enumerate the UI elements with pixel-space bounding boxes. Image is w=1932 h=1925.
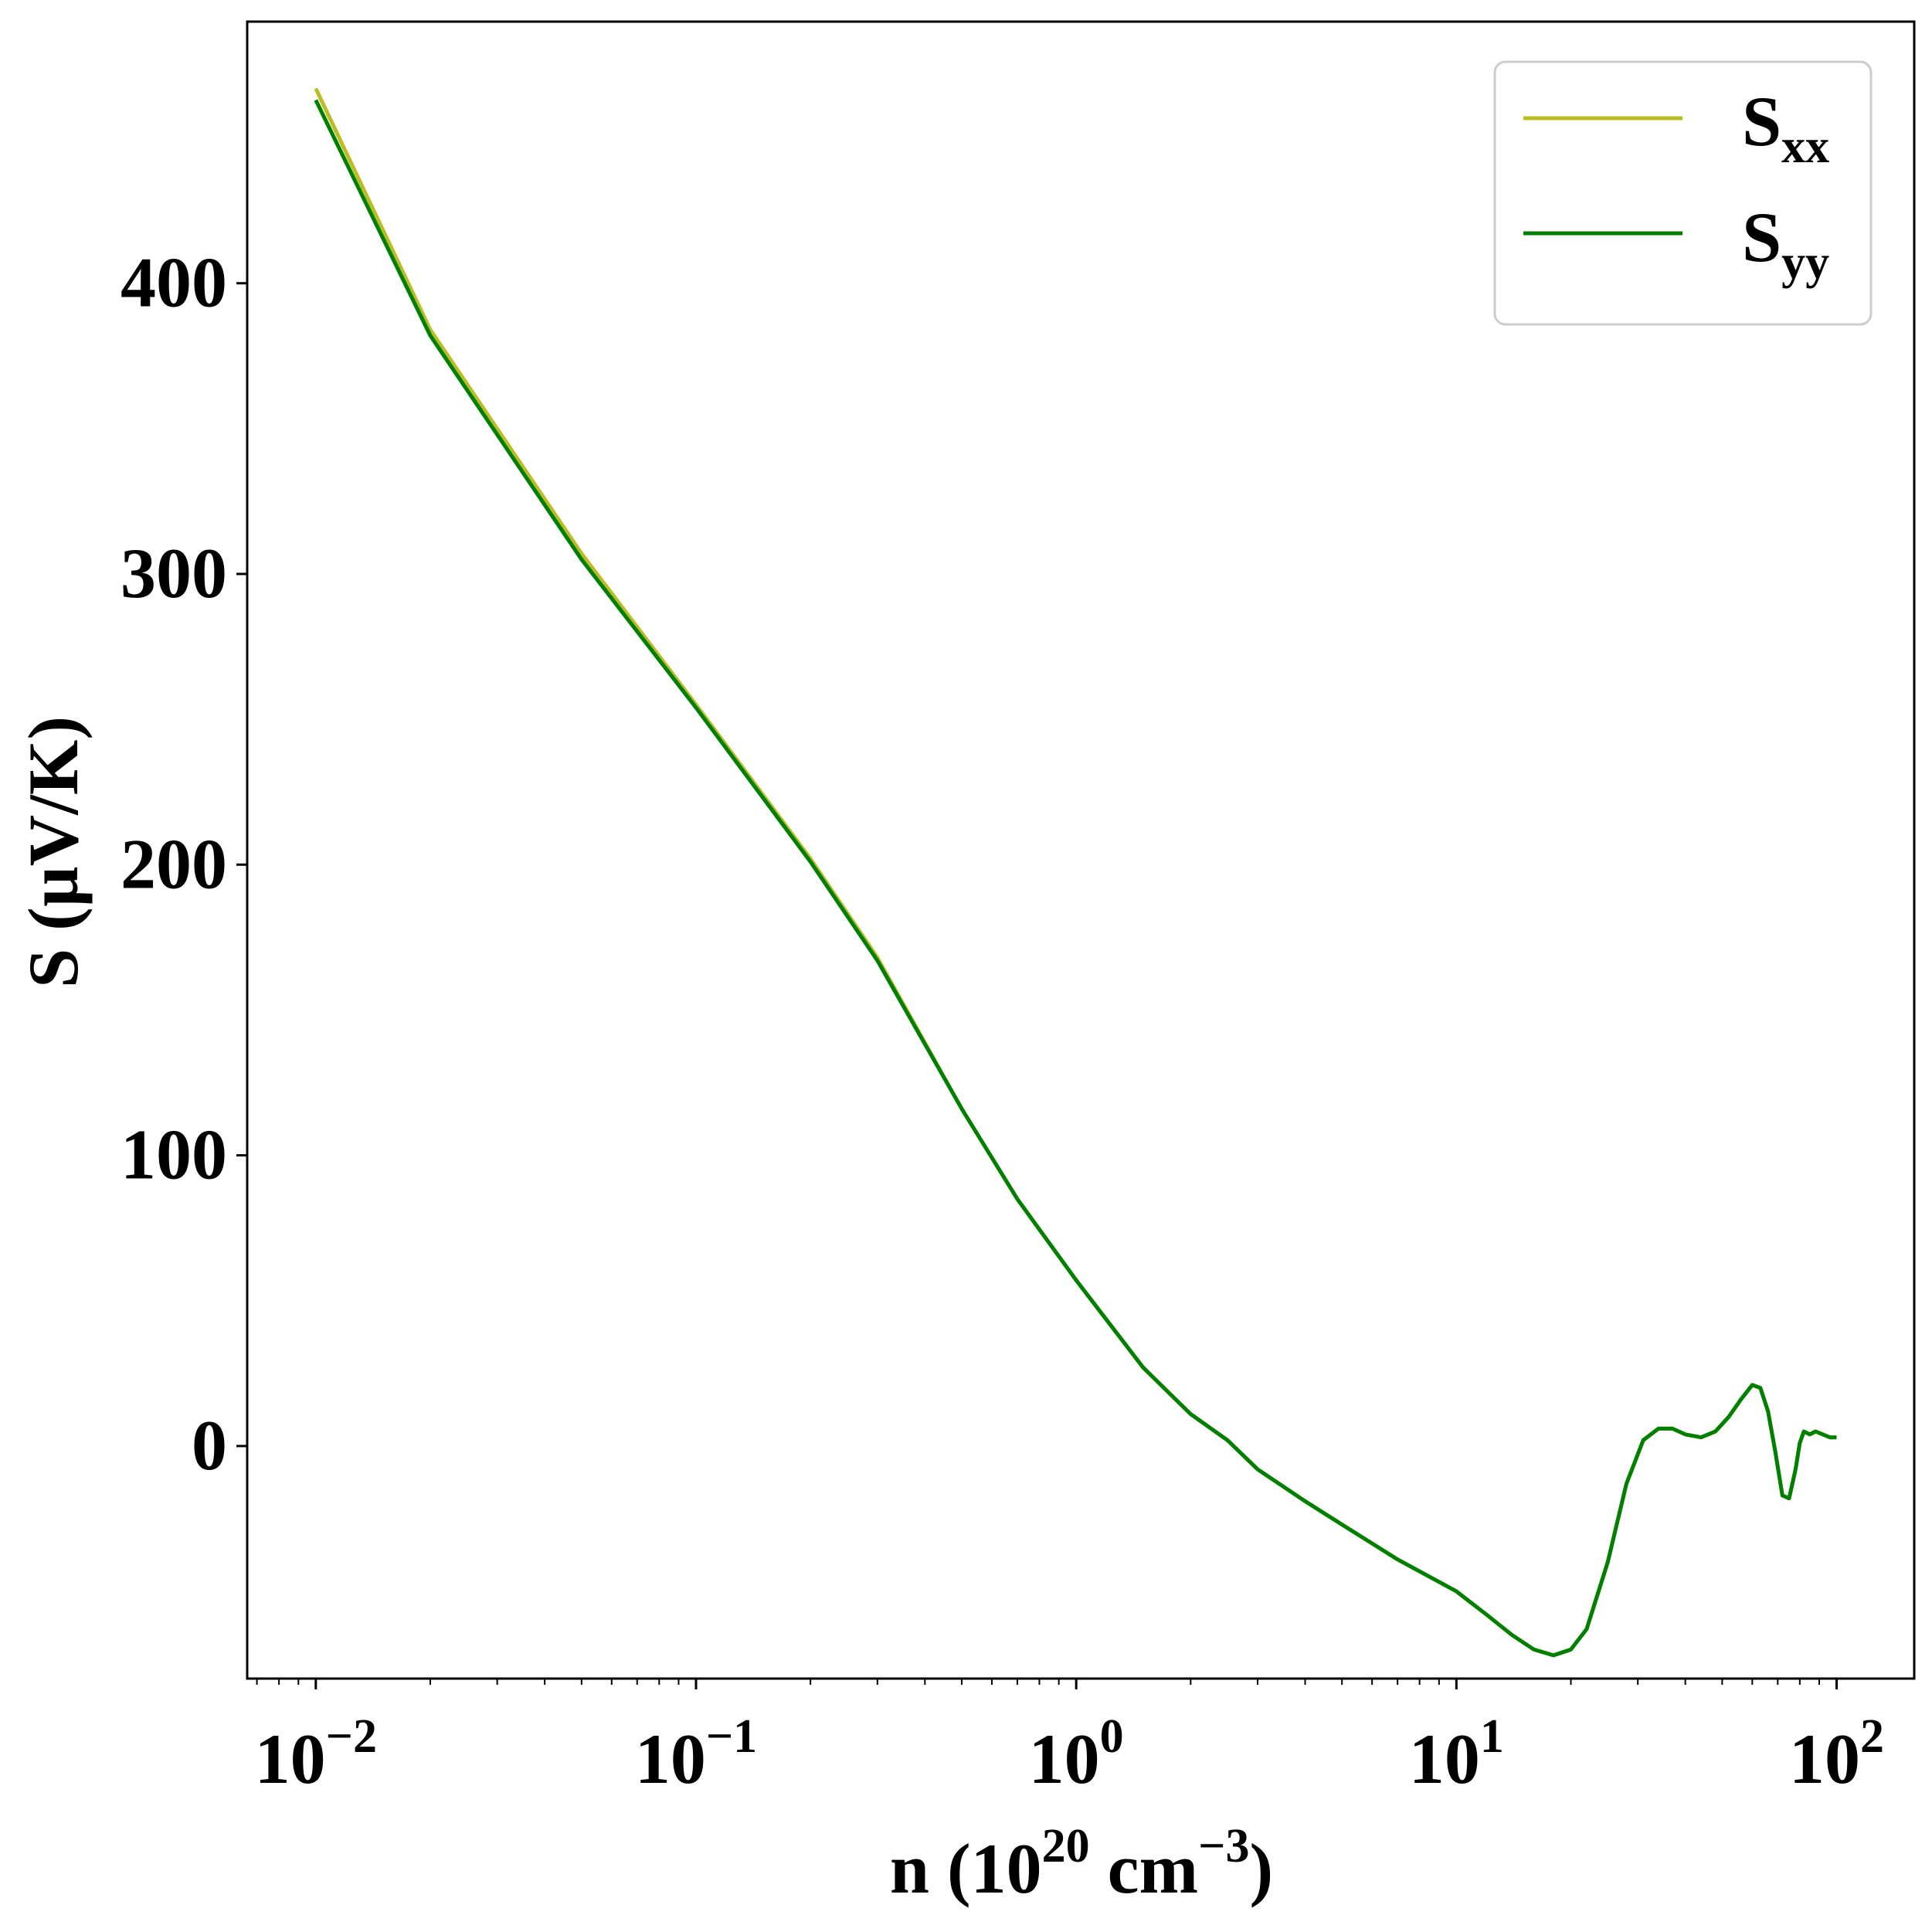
plot-layer xyxy=(314,87,1837,1658)
x-axis-label-mid: cm xyxy=(1090,1829,1198,1908)
y-tick-label: 200 xyxy=(121,824,227,903)
x-tick-label: 100 xyxy=(1029,1710,1124,1798)
series-line-s-yy xyxy=(314,99,1837,1658)
y-axis-label: S (µV/K) xyxy=(14,716,93,988)
y-tick-label: 400 xyxy=(121,243,227,322)
x-tick-label: 101 xyxy=(1409,1710,1504,1798)
axes-layer: 0 100 200 300 400 10−2 10−1 100 101 102 xyxy=(121,243,1884,1798)
y-tick-label: 300 xyxy=(121,534,227,613)
legend: Sxx Syy xyxy=(1493,60,1873,326)
legend-box xyxy=(1493,60,1873,326)
y-tick-label: 0 xyxy=(192,1406,227,1485)
x-axis-label-sup1: 20 xyxy=(1042,1820,1090,1872)
x-axis-label-end: ) xyxy=(1250,1829,1274,1908)
x-tick-label: 102 xyxy=(1789,1710,1884,1798)
x-axis-label: n (1020 cm−3) xyxy=(890,1820,1273,1908)
y-tick-label: 100 xyxy=(121,1115,227,1194)
x-axis-label-sup2: −3 xyxy=(1198,1820,1249,1872)
x-tick-label: 10−2 xyxy=(255,1710,377,1798)
legend-label-sxx: Sxx xyxy=(1742,82,1829,173)
x-tick-label: 10−1 xyxy=(635,1710,757,1798)
plot-frame xyxy=(246,20,1916,1680)
x-axis-label-base: n (10 xyxy=(890,1829,1042,1908)
legend-label-syy: Syy xyxy=(1742,198,1829,289)
